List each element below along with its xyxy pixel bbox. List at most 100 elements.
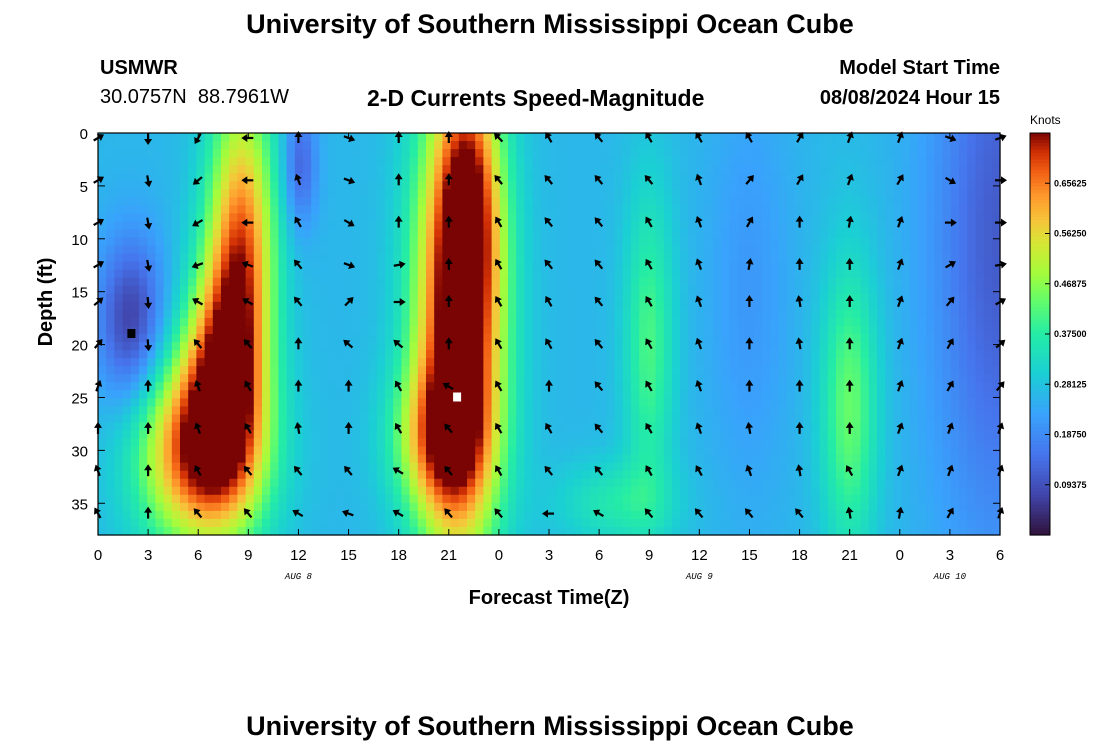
heatmap-cell [270, 213, 279, 223]
heatmap-cell [139, 422, 148, 432]
heatmap-cell [663, 237, 673, 247]
heatmap-cell [196, 229, 206, 239]
heatmap-cell [278, 486, 288, 496]
heatmap-cell [786, 350, 796, 359]
heatmap-cell [704, 165, 714, 174]
heatmap-cell [811, 229, 821, 239]
heatmap-cell [188, 269, 197, 279]
heatmap-cell [639, 301, 648, 311]
heatmap-cell [401, 133, 411, 142]
heatmap-cell [655, 221, 665, 231]
heatmap-cell [155, 502, 165, 512]
heatmap-cell [770, 478, 780, 488]
heatmap-cell [614, 494, 624, 504]
heatmap-cell [688, 406, 698, 415]
heatmap-cell [139, 309, 148, 319]
heatmap-cell [385, 406, 394, 415]
heatmap-cell [270, 334, 279, 343]
heatmap-cell [590, 205, 599, 214]
heatmap-cell [426, 141, 435, 150]
heatmap-cell [868, 245, 878, 255]
heatmap-cell [360, 229, 370, 239]
heatmap-cell [557, 406, 566, 415]
heatmap-cell [130, 462, 140, 472]
heatmap-cell [754, 301, 763, 311]
heatmap-cell [171, 478, 181, 488]
heatmap-cell [196, 221, 206, 231]
heatmap-cell [344, 518, 353, 528]
heatmap-cell [327, 293, 337, 303]
heatmap-cell [319, 462, 329, 472]
heatmap-cell [737, 494, 747, 504]
heatmap-cell [303, 486, 312, 496]
heatmap-cell [475, 245, 484, 255]
heatmap-cell [376, 366, 386, 375]
heatmap-cell [893, 454, 903, 464]
heatmap-cell [713, 510, 722, 520]
heatmap-cell [778, 454, 788, 464]
heatmap-cell [713, 205, 722, 214]
heatmap-cell [212, 398, 222, 407]
heatmap-cell [147, 454, 156, 464]
heatmap-cell [647, 334, 657, 343]
heatmap-cell [393, 446, 402, 456]
heatmap-cell [114, 189, 124, 198]
heatmap-cell [450, 494, 460, 504]
heatmap-cell [631, 374, 640, 383]
heatmap-cell [516, 510, 525, 520]
heatmap-cell [147, 133, 156, 142]
heatmap-cell [163, 358, 173, 367]
heatmap-cell [352, 486, 361, 496]
heatmap-cell [770, 518, 780, 528]
heatmap-cell [663, 366, 673, 375]
heatmap-cell [893, 205, 903, 214]
heatmap-cell [770, 382, 780, 391]
heatmap-cell [762, 245, 771, 255]
heatmap-cell [909, 446, 919, 456]
heatmap-cell [499, 518, 509, 528]
heatmap-cell [647, 342, 657, 351]
heatmap-cell [344, 285, 353, 295]
heatmap-cell [270, 205, 279, 214]
heatmap-cell [516, 502, 525, 512]
heatmap-cell [549, 462, 558, 472]
heatmap-cell [704, 173, 714, 182]
heatmap-cell [139, 229, 148, 239]
heatmap-cell [303, 350, 312, 359]
heatmap-cell [573, 173, 583, 182]
heatmap-cell [614, 438, 624, 448]
heatmap-cell [532, 261, 542, 271]
heatmap-cell [122, 301, 132, 311]
heatmap-cell [385, 422, 394, 432]
heatmap-cell [532, 245, 542, 255]
heatmap-cell [344, 366, 353, 375]
model-start-label: Model Start Time [839, 57, 1000, 79]
heatmap-cell [262, 133, 271, 142]
heatmap-cell [795, 157, 804, 166]
heatmap-cell [909, 133, 919, 142]
heatmap-cell [909, 301, 919, 311]
heatmap-cell [327, 486, 337, 496]
heatmap-cell [737, 398, 747, 407]
heatmap-cell [893, 478, 903, 488]
heatmap-cell [442, 414, 452, 424]
heatmap-cell [614, 374, 624, 383]
heatmap-cell [155, 293, 165, 303]
heatmap-cell [114, 181, 124, 190]
heatmap-cell [540, 205, 550, 214]
heatmap-cell [303, 398, 312, 407]
heatmap-cell [860, 502, 870, 512]
heatmap-cell [696, 478, 706, 488]
heatmap-cell [565, 213, 575, 223]
heatmap-cell [614, 446, 624, 456]
heatmap-cell [844, 285, 853, 295]
heatmap-cell [270, 221, 279, 231]
heatmap-cell [860, 293, 870, 303]
heatmap-cell [139, 213, 148, 223]
heatmap-cell [532, 430, 542, 440]
heatmap-cell [737, 518, 747, 528]
heatmap-cell [335, 269, 345, 279]
heatmap-cell [680, 165, 689, 174]
heatmap-cell [327, 245, 337, 255]
heatmap-cell [253, 390, 263, 399]
